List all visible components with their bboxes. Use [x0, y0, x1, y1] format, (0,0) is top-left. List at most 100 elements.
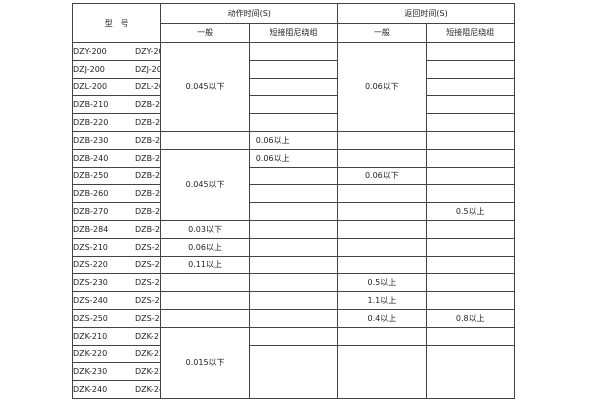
model-name: DZK-240	[73, 385, 108, 395]
header-action-time: 动作时间(S)	[160, 3, 339, 24]
action-short-cell	[248, 237, 339, 257]
return-general-cell	[337, 184, 427, 204]
return-short-cell	[425, 237, 516, 257]
action-general-cell	[160, 291, 250, 310]
model-cell: DZB-220 DZB-220X	[71, 113, 162, 132]
return-general-cell: 0.4以上	[337, 308, 427, 328]
model-name: DZK-230	[73, 367, 108, 377]
model-name: DZJ-200	[73, 64, 105, 74]
action-short-cell	[248, 42, 339, 61]
model-name: DZB-210X	[135, 100, 161, 110]
model-name: DZJ-200X	[135, 64, 161, 74]
model-name: DZK-240X	[135, 385, 160, 395]
model-name: DZY-200X	[135, 46, 160, 56]
model-name: DZB-230	[73, 135, 109, 145]
model-name: DZB-270X	[135, 207, 161, 217]
model-name: DZS-230	[73, 278, 108, 288]
action-short-cell	[248, 184, 339, 204]
action-general-cell: 0.045以下	[160, 148, 250, 221]
model-name: DZS-250	[73, 313, 108, 323]
header-return-general: 一般	[337, 22, 427, 43]
relay-timing-table: 型 号 动作时间(S) 返回时间(S) 一般 短接阻尼绕组 一般 短接阻尼绕组 …	[71, 3, 516, 399]
header-model: 型 号	[71, 3, 162, 43]
return-short-cell	[425, 59, 516, 79]
action-short-cell	[248, 291, 339, 310]
action-general-cell: 0.11以上	[160, 255, 250, 275]
return-general-cell: 0.06以下	[337, 42, 427, 132]
return-general-cell	[337, 202, 427, 221]
model-name: DZS-220	[73, 260, 108, 270]
return-short-cell	[425, 42, 516, 61]
model-name: DZB-240	[73, 153, 109, 163]
header-action-general: 一般	[160, 22, 250, 43]
model-name: DZK-220	[73, 349, 108, 359]
table-row: DZK-210 DZK-210X0.015以下	[71, 326, 516, 399]
model-name: DZK-220X	[135, 349, 160, 359]
table-row: DZB-250 DZB-250X 0.06以下	[71, 166, 516, 186]
model-name: DZB-210	[73, 100, 109, 110]
model-cell: DZB-230 DZB-230X	[71, 130, 162, 150]
table-row: DZB-220 DZB-220X	[71, 113, 516, 132]
model-name: DZS-220X	[135, 260, 160, 270]
model-name: DZL-200X	[135, 82, 160, 92]
model-name: DZY-200	[73, 46, 107, 56]
return-short-cell	[425, 95, 516, 115]
model-name: DZB-230X	[135, 135, 161, 145]
return-short-cell: 0.5以上	[425, 202, 516, 221]
return-general-cell: 0.06以下	[337, 166, 427, 186]
model-name: DZB-220X	[135, 118, 161, 128]
action-general-cell	[160, 308, 250, 328]
return-general-cell	[337, 326, 427, 346]
model-name: DZK-230X	[135, 367, 160, 377]
return-short-cell	[425, 291, 516, 310]
model-name: DZS-240	[73, 296, 108, 306]
model-name: DZB-284	[73, 224, 109, 234]
return-general-cell	[337, 130, 427, 150]
action-short-cell: 0.06以上	[248, 130, 339, 150]
model-cell: DZB-210 DZB-210X	[71, 95, 162, 115]
model-cell: DZB-260 DZB-260X	[71, 184, 162, 204]
table-row: DZB-270 DZB-270X 0.5以上	[71, 202, 516, 221]
action-short-cell	[248, 344, 339, 399]
model-cell: DZB-250 DZB-250X	[71, 166, 162, 186]
model-name: DZK-210	[73, 331, 108, 341]
table-row: DZY-200 DZY-200X0.045以下 0.06以下	[71, 42, 516, 132]
action-short-cell	[248, 273, 339, 293]
model-cell: DZK-240 DZK-240X	[71, 380, 162, 399]
return-short-cell	[425, 273, 516, 293]
action-short-cell	[248, 166, 339, 186]
return-short-cell	[425, 326, 516, 346]
table-row: DZJ-200 DZJ-200X	[71, 59, 516, 79]
table-row: DZK-220 DZK-220X	[71, 344, 516, 399]
action-general-cell	[160, 273, 250, 293]
model-name: DZB-270	[73, 207, 109, 217]
model-name: DZS-230X	[135, 278, 160, 288]
action-short-cell	[248, 308, 339, 328]
return-short-cell	[425, 130, 516, 150]
return-short-cell	[425, 219, 516, 239]
action-short-cell	[248, 219, 339, 239]
model-name: DZB-250	[73, 171, 109, 181]
model-cell: DZS-240 DZS-240X	[71, 291, 162, 310]
table-row: DZS-210 DZS-210X0.06以上	[71, 237, 516, 257]
action-short-cell	[248, 202, 339, 221]
table-row: DZS-230 DZS-230X 0.5以上	[71, 273, 516, 293]
model-name: DZB-220	[73, 118, 109, 128]
model-cell: DZY-200 DZY-200X	[71, 42, 162, 61]
action-short-cell	[248, 77, 339, 97]
header-return-time: 返回时间(S)	[337, 3, 515, 24]
action-short-cell	[248, 95, 339, 115]
model-cell: DZK-230 DZK-230X	[71, 362, 162, 382]
model-name: DZB-260	[73, 189, 109, 199]
model-cell: DZJ-200 DZJ-200X	[71, 59, 162, 79]
action-short-cell	[248, 113, 339, 132]
action-general-cell	[160, 130, 250, 150]
action-general-cell: 0.015以下	[160, 326, 250, 399]
model-name: DZB-240X	[135, 153, 161, 163]
return-short-cell	[425, 184, 516, 204]
return-short-cell	[425, 148, 516, 168]
action-short-cell	[248, 326, 339, 346]
return-short-cell	[425, 166, 516, 186]
